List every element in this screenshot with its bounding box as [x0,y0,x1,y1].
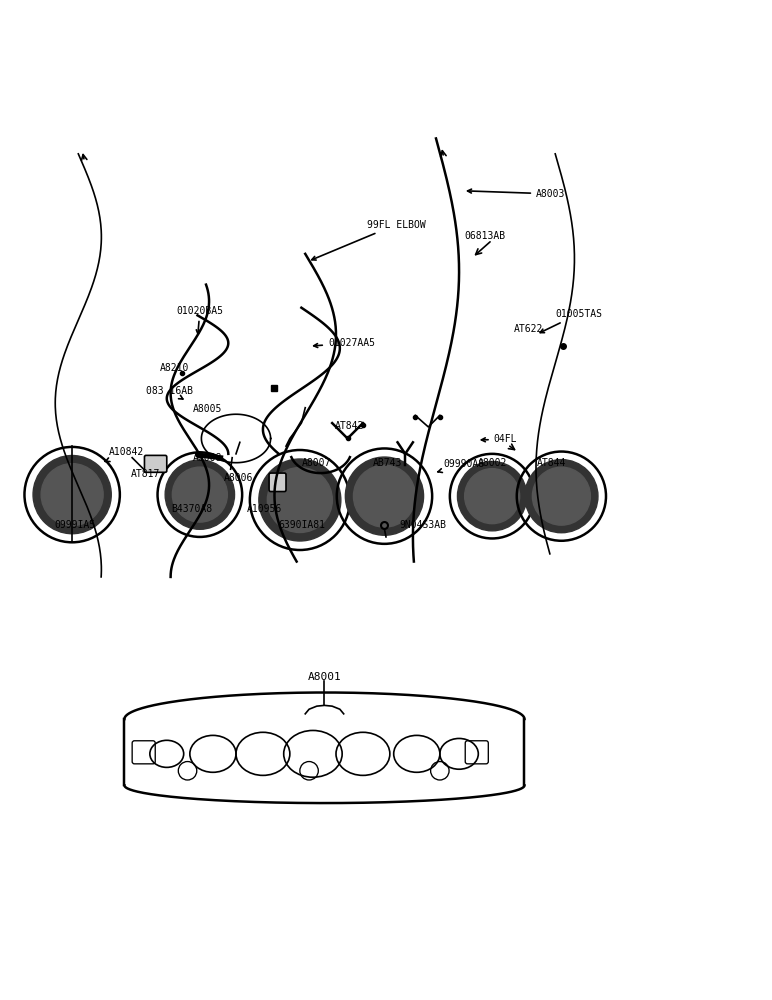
Text: A8005: A8005 [193,404,222,414]
Text: 01005TAS: 01005TAS [540,309,602,333]
Circle shape [259,459,341,541]
Circle shape [41,464,103,526]
Text: AT844: AT844 [537,458,566,468]
Text: B4370A8: B4370A8 [171,504,213,514]
Text: 09990A8: 09990A8 [438,459,485,472]
Text: A8210: A8210 [160,363,189,373]
Circle shape [165,460,235,529]
Text: A10842: A10842 [105,447,144,462]
Text: A8003: A8003 [468,189,565,199]
Circle shape [533,467,591,525]
Circle shape [345,457,424,535]
Text: A8001: A8001 [307,672,341,682]
Text: 04FL: 04FL [482,434,517,444]
Text: 083 16AB: 083 16AB [146,386,192,399]
Circle shape [525,460,598,533]
Text: A8006: A8006 [224,473,253,483]
Circle shape [267,468,333,532]
Text: A8002: A8002 [477,458,507,468]
Circle shape [172,467,227,522]
Circle shape [465,469,520,524]
Text: A8007: A8007 [302,458,331,468]
Text: AT817: AT817 [131,469,161,479]
Text: 6390IA81: 6390IA81 [278,520,325,530]
Text: 99FL ELBOW: 99FL ELBOW [312,220,425,260]
Text: A10956: A10956 [247,504,282,514]
Circle shape [458,461,527,531]
Text: A8008: A8008 [193,453,222,463]
Circle shape [33,456,111,534]
Text: AT842: AT842 [334,421,364,431]
Text: AT622: AT622 [513,324,543,334]
Text: 0999IA5: 0999IA5 [54,520,95,530]
Text: AB743: AB743 [373,458,402,468]
Text: 01027AA5: 01027AA5 [313,338,375,348]
FancyBboxPatch shape [269,473,286,492]
Text: 01020BA5: 01020BA5 [176,306,223,334]
Text: 06813AB: 06813AB [464,231,505,241]
FancyBboxPatch shape [144,455,167,472]
Circle shape [354,465,415,527]
Text: 9N04S3AB: 9N04S3AB [399,520,446,530]
